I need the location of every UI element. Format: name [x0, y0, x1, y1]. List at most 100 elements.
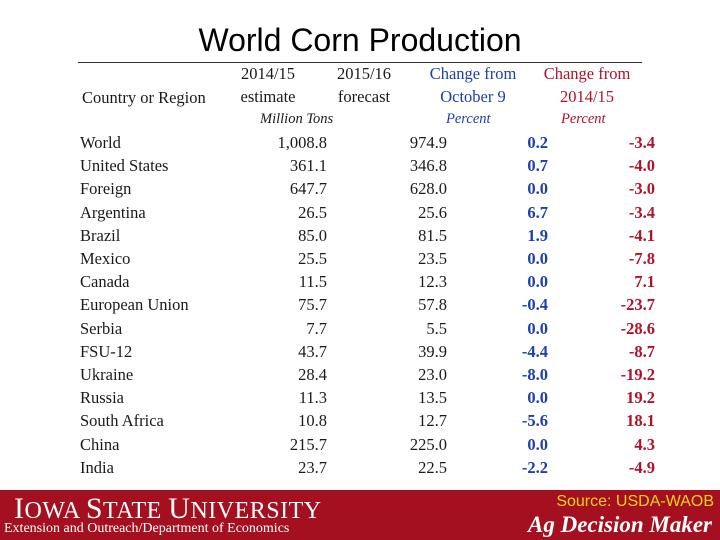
forecast-value: 13.5	[418, 388, 447, 408]
header-forecast-line1: 2015/16	[336, 64, 392, 83]
header-change-year-line1: Change from	[543, 64, 631, 83]
change-october-value: 0.0	[527, 249, 548, 269]
header-forecast: 2015/16 forecast	[322, 62, 406, 108]
table-row: Russia 11.3 13.5 0.0 19.2	[80, 386, 655, 409]
ag-decision-maker-logo: Ag Decision Maker	[528, 512, 712, 537]
change-october-value: 1.9	[527, 225, 548, 245]
forecast-value: 57.8	[418, 295, 447, 315]
estimate-value: 11.5	[298, 272, 327, 292]
change-year-value: -4.0	[628, 156, 655, 176]
change-october-value: -8.0	[521, 365, 548, 385]
slide-title: World Corn Production	[198, 22, 522, 58]
region-name: Canada	[80, 272, 130, 292]
change-year-value: -19.2	[620, 365, 655, 385]
header-estimate-line1: 2014/15	[240, 64, 296, 83]
change-year-value: -3.4	[628, 133, 655, 152]
table-row: FSU-12 43.7 39.9 -4.4 -8.7	[80, 340, 655, 363]
title-divider	[78, 62, 642, 63]
forecast-value: 628.0	[409, 179, 447, 199]
change-year-value: -7.8	[628, 249, 655, 269]
region-name: Foreign	[80, 179, 132, 199]
change-year-value: -28.6	[620, 318, 655, 338]
change-october-value: 0.0	[527, 318, 548, 338]
change-year-value: -4.9	[628, 457, 655, 477]
estimate-value: 1,008.8	[277, 133, 328, 152]
table-row: Canada 11.5 12.3 0.0 7.1	[80, 270, 655, 293]
change-year-value: -8.7	[628, 341, 655, 361]
table-row: Ukraine 28.4 23.0 -8.0 -19.2	[80, 363, 655, 386]
region-name: Ukraine	[80, 365, 134, 385]
forecast-value: 974.9	[409, 133, 447, 152]
header-estimate: 2014/15 estimate	[226, 62, 310, 108]
table-row: South Africa 10.8 12.7 -5.6 18.1	[80, 409, 655, 432]
table-row: World 1,008.8 974.9 0.2 -3.4	[80, 131, 655, 154]
change-october-value: 0.0	[527, 272, 548, 292]
change-october-value: 0.0	[527, 179, 548, 199]
table-row: Brazil 85.0 81.5 1.9 -4.1	[80, 224, 655, 247]
forecast-value: 12.3	[418, 272, 447, 292]
change-year-value: 19.2	[626, 388, 655, 408]
forecast-value: 5.5	[426, 318, 447, 338]
table-row: China 215.7 225.0 0.0 4.3	[80, 433, 655, 456]
percent-label-october: Percent	[446, 111, 491, 127]
estimate-value: 26.5	[298, 202, 327, 222]
estimate-value: 43.7	[298, 341, 327, 361]
forecast-value: 81.5	[418, 225, 447, 245]
region-name: China	[80, 434, 120, 454]
region-name: South Africa	[80, 411, 164, 431]
change-year-value: 18.1	[626, 411, 655, 431]
source-label: Source: USDA-WAOB	[556, 493, 714, 510]
estimate-value: 7.7	[306, 318, 327, 338]
change-year-value: -23.7	[620, 295, 655, 315]
forecast-value: 23.0	[418, 365, 447, 385]
estimate-value: 647.7	[289, 179, 327, 199]
change-year-value: -3.4	[628, 202, 655, 222]
table-row: Argentina 26.5 25.6 6.7 -3.4	[80, 201, 655, 224]
estimate-value: 25.5	[298, 249, 327, 269]
change-october-value: -0.4	[521, 295, 548, 315]
header-change-october-line1: Change from	[429, 64, 517, 83]
estimate-value: 10.8	[298, 411, 327, 431]
change-october-value: 0.0	[527, 388, 548, 408]
change-october-value: 0.0	[527, 434, 548, 454]
region-name: Argentina	[80, 202, 146, 222]
table-row: Serbia 7.7 5.5 0.0 -28.6	[80, 317, 655, 340]
footer-banner: IOWA STATE UNIVERSITY Extension and Outr…	[0, 490, 720, 540]
table-row: European Union 75.7 57.8 -0.4 -23.7	[80, 293, 655, 316]
table-row: India 23.7 22.5 -2.2 -4.9	[80, 456, 655, 479]
extension-label: Extension and Outreach/Department of Eco…	[4, 521, 290, 536]
region-name: Brazil	[80, 225, 121, 245]
percent-label-year: Percent	[561, 111, 606, 127]
header-forecast-line2: forecast	[337, 87, 391, 106]
corn-production-table: World 1,008.8 974.9 0.2 -3.4 United States 361…	[80, 131, 655, 479]
region-name: India	[80, 457, 114, 477]
header-change-year: Change from 2014/15	[535, 62, 639, 108]
region-name: United States	[80, 156, 169, 176]
region-name: European Union	[80, 295, 189, 315]
region-name: Russia	[80, 388, 125, 408]
university-wordmark: IOWA STATE UNIVERSITY	[14, 492, 322, 525]
estimate-value: 23.7	[298, 457, 327, 477]
table-row: Foreign 647.7 628.0 0.0 -3.0	[80, 177, 655, 200]
estimate-value: 215.7	[289, 434, 327, 454]
estimate-value: 85.0	[298, 225, 327, 245]
forecast-value: 225.0	[409, 434, 447, 454]
forecast-value: 39.9	[418, 341, 447, 361]
estimate-value: 75.7	[298, 295, 327, 315]
forecast-value: 12.7	[418, 411, 447, 431]
change-october-value: -4.4	[521, 341, 548, 361]
region-name: Serbia	[80, 318, 123, 338]
change-year-value: 4.3	[634, 434, 655, 454]
header-change-october: Change from October 9	[418, 62, 528, 108]
estimate-value: 361.1	[289, 156, 327, 176]
forecast-value: 22.5	[418, 457, 447, 477]
header-country-label: Country or Region	[82, 88, 206, 107]
change-year-value: 7.1	[634, 272, 655, 292]
estimate-value: 11.3	[298, 388, 327, 408]
header-change-year-line2: 2014/15	[559, 87, 615, 106]
change-year-value: -3.0	[628, 179, 655, 199]
change-october-value: -5.6	[521, 411, 548, 431]
region-name: Mexico	[80, 249, 131, 269]
change-year-value: -4.1	[628, 225, 655, 245]
forecast-value: 346.8	[409, 156, 447, 176]
